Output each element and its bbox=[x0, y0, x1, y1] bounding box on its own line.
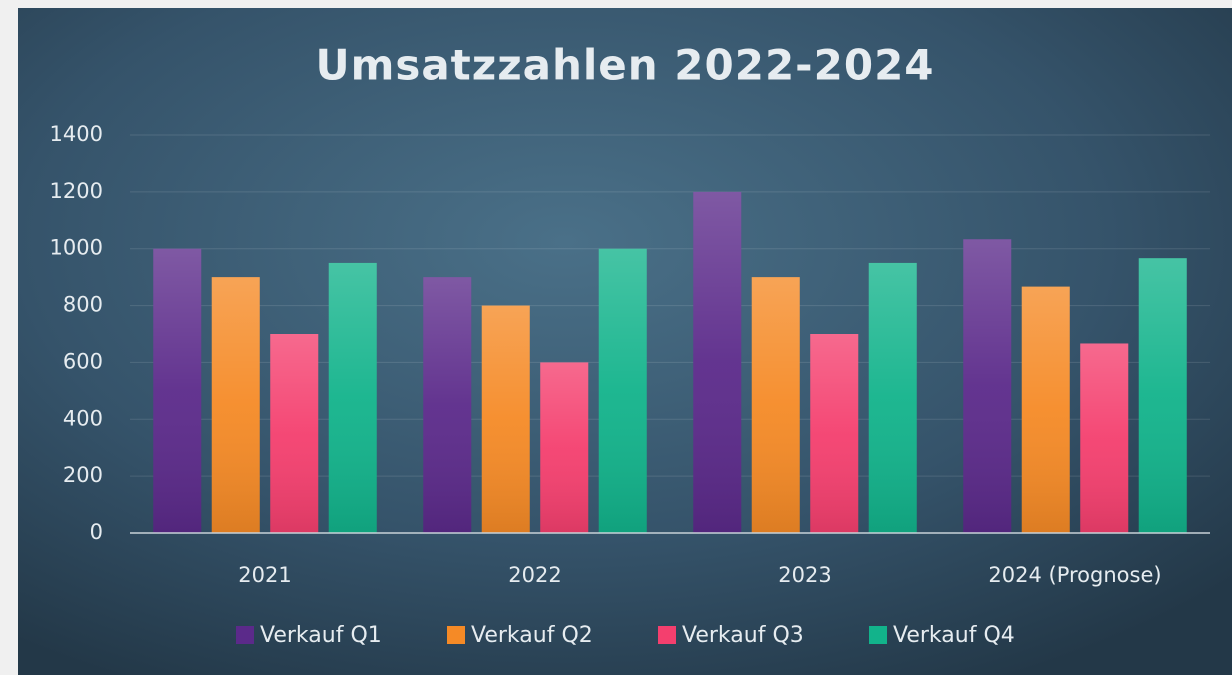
bar-shine bbox=[693, 191, 742, 533]
bar-shine bbox=[211, 277, 260, 533]
bar-shine bbox=[1080, 343, 1129, 533]
y-tick-label: 1400 bbox=[50, 122, 103, 146]
bar-shine bbox=[868, 262, 917, 533]
bar-shine bbox=[328, 262, 377, 533]
legend-swatch bbox=[447, 626, 465, 644]
y-tick-label: 0 bbox=[90, 520, 103, 544]
legend-swatch bbox=[658, 626, 676, 644]
bar-shine bbox=[153, 248, 202, 533]
y-tick-label: 800 bbox=[63, 293, 103, 317]
x-tick-label: 2021 bbox=[238, 563, 291, 587]
bar-shine bbox=[810, 334, 859, 533]
bar-shine bbox=[1138, 258, 1187, 533]
legend-label: Verkauf Q4 bbox=[893, 623, 1015, 648]
legend-label: Verkauf Q2 bbox=[471, 623, 593, 648]
bar-shine bbox=[751, 277, 800, 533]
y-tick-label: 1200 bbox=[50, 179, 103, 203]
bar-shine bbox=[540, 362, 589, 533]
x-tick-label: 2022 bbox=[508, 563, 561, 587]
y-tick-label: 1000 bbox=[50, 236, 103, 260]
bar-shine bbox=[481, 305, 530, 533]
bar-shine bbox=[1021, 286, 1070, 533]
y-tick-label: 400 bbox=[63, 406, 103, 430]
chart-title: Umsatzzahlen 2022-2024 bbox=[315, 41, 934, 90]
bar-shine bbox=[598, 248, 647, 533]
legend-swatch bbox=[869, 626, 887, 644]
legend-label: Verkauf Q3 bbox=[682, 623, 804, 648]
y-tick-label: 600 bbox=[63, 349, 103, 373]
bar-shine bbox=[270, 334, 319, 533]
bar-shine bbox=[963, 239, 1012, 533]
legend-swatch bbox=[236, 626, 254, 644]
y-tick-label: 200 bbox=[63, 463, 103, 487]
bar-shine bbox=[423, 277, 472, 533]
x-tick-label: 2023 bbox=[778, 563, 831, 587]
x-tick-label: 2024 (Prognose) bbox=[988, 563, 1161, 587]
legend-label: Verkauf Q1 bbox=[260, 623, 382, 648]
